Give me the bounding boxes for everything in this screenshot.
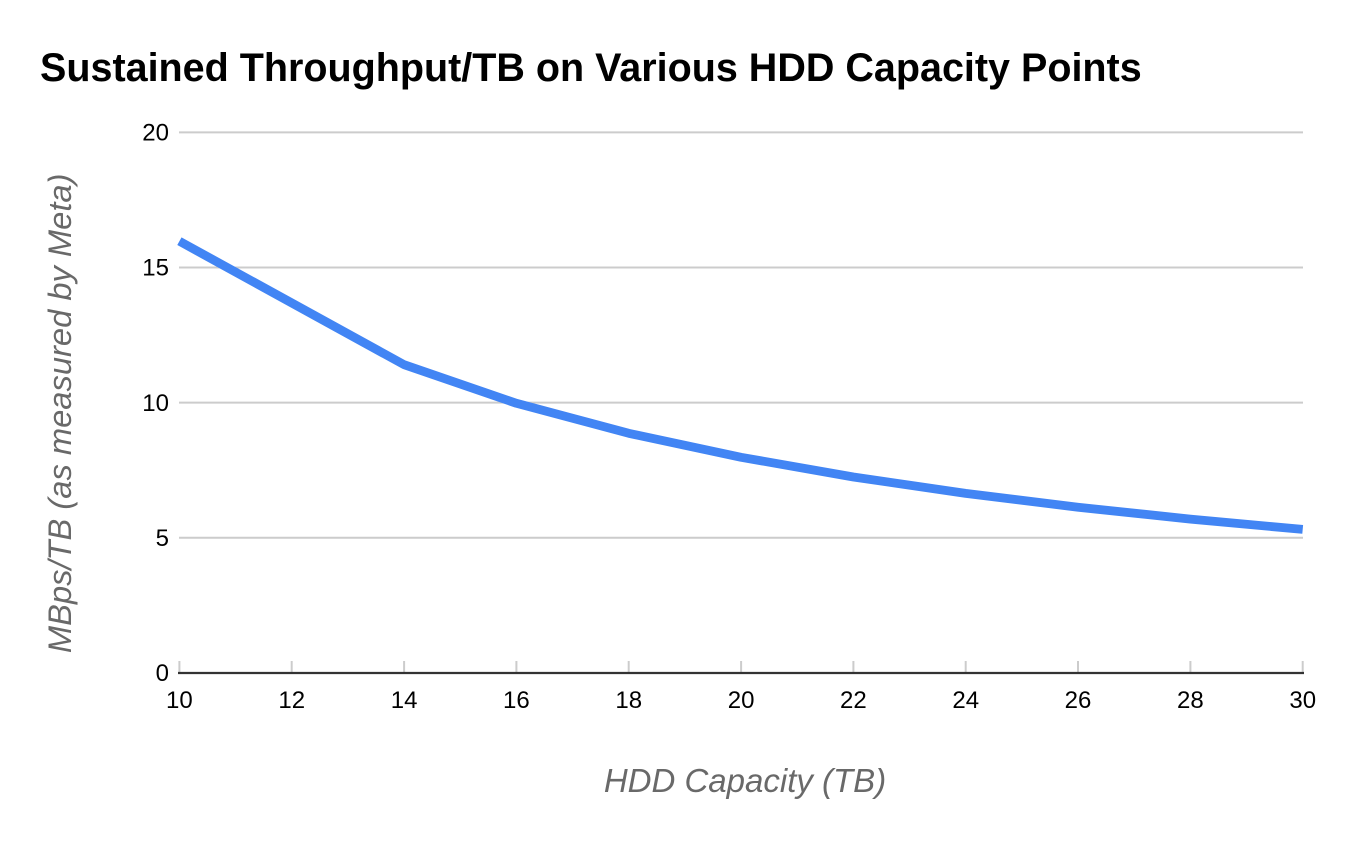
svg-text:26: 26 <box>1065 687 1092 714</box>
svg-text:12: 12 <box>278 687 305 714</box>
svg-text:5: 5 <box>156 525 169 552</box>
svg-text:28: 28 <box>1177 687 1204 714</box>
svg-text:15: 15 <box>142 255 169 282</box>
svg-text:0: 0 <box>156 660 169 687</box>
svg-text:16: 16 <box>503 687 530 714</box>
svg-text:14: 14 <box>391 687 418 714</box>
svg-text:20: 20 <box>142 120 169 147</box>
svg-text:24: 24 <box>952 687 979 714</box>
svg-text:20: 20 <box>728 687 755 714</box>
svg-text:18: 18 <box>615 687 642 714</box>
svg-text:Sustained Throughput/TB on Var: Sustained Throughput/TB on Various HDD C… <box>40 46 1142 90</box>
svg-text:10: 10 <box>166 687 193 714</box>
svg-text:HDD Capacity (TB): HDD Capacity (TB) <box>604 762 886 799</box>
svg-text:30: 30 <box>1289 687 1316 714</box>
svg-text:10: 10 <box>142 390 169 417</box>
svg-text:MBps/TB (as measured by Meta): MBps/TB (as measured by Meta) <box>41 174 78 654</box>
svg-text:22: 22 <box>840 687 867 714</box>
